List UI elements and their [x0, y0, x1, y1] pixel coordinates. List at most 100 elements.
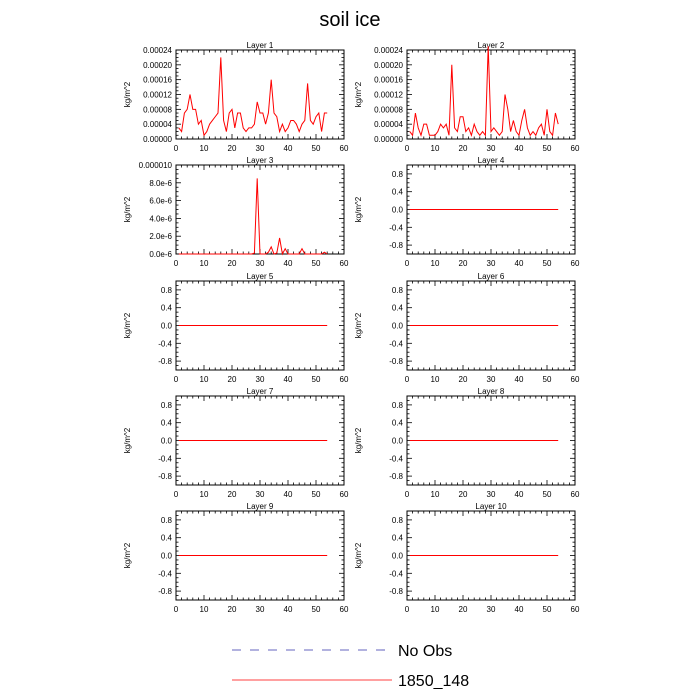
- y-tick-label: 0.0: [392, 552, 404, 561]
- panel-layer-9: Layer 9 kg/m^2 0 10 20 30 40 50 60 -0.8 -0.4 0.0 0.4…: [123, 502, 349, 614]
- x-tick-label: 50: [312, 144, 321, 153]
- y-tick-label: 8.0e-6: [149, 179, 172, 188]
- y-tick-label: 0.00016: [143, 76, 172, 85]
- x-tick-label: 10: [200, 144, 209, 153]
- y-tick-label: 0.4: [161, 419, 173, 428]
- plot-frame: [175, 49, 345, 140]
- x-tick-label: 40: [284, 259, 293, 268]
- y-axis-label: kg/m^2: [354, 196, 363, 222]
- x-tick-label: 0: [174, 490, 179, 499]
- x-tick-label: 50: [543, 259, 552, 268]
- panel-title: Layer 5: [247, 272, 274, 281]
- x-tick-label: 60: [571, 144, 580, 153]
- y-tick-label: 0.00000: [374, 135, 403, 144]
- x-tick-label: 50: [543, 144, 552, 153]
- y-tick-label: -0.4: [158, 339, 172, 348]
- x-tick-label: 30: [256, 605, 265, 614]
- panel-title: Layer 7: [247, 387, 274, 396]
- y-tick-label: -0.8: [389, 357, 403, 366]
- y-axis-label: kg/m^2: [123, 81, 132, 107]
- y-tick-label: 0.8: [161, 401, 173, 410]
- x-tick-label: 40: [284, 375, 293, 384]
- x-tick-label: 50: [543, 375, 552, 384]
- x-tick-label: 10: [200, 259, 209, 268]
- x-tick-label: 40: [515, 605, 524, 614]
- x-tick-label: 50: [543, 605, 552, 614]
- x-tick-label: 60: [340, 605, 349, 614]
- panel-layer-3: Layer 3 kg/m^2 0 10 20 30 40 50 60 0.0e-6 2.0e-6 4.…: [123, 156, 349, 268]
- y-axis-label: kg/m^2: [123, 312, 132, 338]
- x-tick-label: 10: [200, 375, 209, 384]
- x-tick-label: 0: [405, 605, 410, 614]
- x-tick-label: 20: [228, 144, 237, 153]
- y-tick-label: -0.4: [389, 339, 403, 348]
- y-tick-label: 0.00004: [374, 120, 403, 129]
- y-tick-label: 0.0: [392, 437, 404, 446]
- y-tick-label: 0.4: [392, 419, 404, 428]
- panel-layer-6: Layer 6 kg/m^2 0 10 20 30 40 50 60 -0.8 -0.4 0.0 0.4…: [354, 272, 580, 384]
- x-tick-label: 10: [200, 605, 209, 614]
- y-tick-label: -0.8: [389, 241, 403, 250]
- y-tick-label: 0.00020: [374, 61, 403, 70]
- y-tick-label: 0.4: [392, 188, 404, 197]
- x-tick-label: 40: [515, 490, 524, 499]
- x-tick-label: 0: [174, 144, 179, 153]
- x-tick-label: 20: [228, 259, 237, 268]
- y-tick-label: 0.00024: [143, 46, 172, 55]
- panel-title: Layer 4: [478, 156, 505, 165]
- x-tick-label: 20: [459, 490, 468, 499]
- x-tick-label: 20: [228, 605, 237, 614]
- y-tick-label: 0.00024: [374, 46, 403, 55]
- x-tick-label: 20: [459, 605, 468, 614]
- y-tick-label: 0.00020: [143, 61, 172, 70]
- x-tick-label: 30: [256, 375, 265, 384]
- y-tick-label: -0.8: [389, 587, 403, 596]
- y-axis-label: kg/m^2: [354, 81, 363, 107]
- y-tick-label: 0.0: [161, 552, 173, 561]
- panel-title: Layer 6: [478, 272, 505, 281]
- panel-title: Layer 9: [247, 502, 274, 511]
- x-tick-label: 0: [405, 375, 410, 384]
- x-tick-label: 20: [459, 144, 468, 153]
- x-tick-label: 60: [571, 605, 580, 614]
- y-tick-label: 0.000010: [139, 161, 173, 170]
- y-tick-label: -0.4: [389, 569, 403, 578]
- x-tick-label: 50: [543, 490, 552, 499]
- x-tick-label: 50: [312, 375, 321, 384]
- y-tick-label: 0.00008: [374, 105, 403, 114]
- y-tick-label: -0.8: [158, 472, 172, 481]
- series-line: [178, 178, 328, 256]
- x-tick-label: 30: [487, 259, 496, 268]
- x-tick-label: 0: [174, 259, 179, 268]
- y-tick-label: -0.4: [389, 454, 403, 463]
- legend-label: 1850_148: [398, 673, 469, 690]
- y-tick-label: -0.4: [158, 569, 172, 578]
- panel-title: Layer 1: [247, 41, 274, 50]
- x-tick-label: 0: [174, 605, 179, 614]
- y-tick-label: 0.00000: [143, 135, 172, 144]
- y-tick-label: 0.8: [161, 286, 173, 295]
- x-tick-label: 60: [571, 259, 580, 268]
- y-tick-label: 0.8: [392, 516, 404, 525]
- x-tick-label: 10: [431, 605, 440, 614]
- x-tick-label: 50: [312, 259, 321, 268]
- panel-layer-2: Layer 2 kg/m^2 0 10 20 30 40 50 60 0.00000 0.00004…: [354, 41, 580, 153]
- y-tick-label: 0.00016: [374, 76, 403, 85]
- panel-title: Layer 10: [475, 502, 507, 511]
- x-tick-label: 20: [228, 375, 237, 384]
- figure-title: soil ice: [319, 9, 381, 31]
- y-tick-label: -0.8: [158, 587, 172, 596]
- y-tick-label: 2.0e-6: [149, 232, 172, 241]
- legend: No Obs 1850_148: [232, 643, 469, 690]
- y-tick-label: -0.8: [158, 357, 172, 366]
- x-tick-label: 40: [284, 144, 293, 153]
- y-tick-label: 0.0: [161, 322, 173, 331]
- panel-layer-1: Layer 1 kg/m^2 0 10 20 30 40 50 60 0.00000 0.00004…: [123, 41, 349, 153]
- panel-title: Layer 3: [247, 156, 274, 165]
- x-tick-label: 40: [284, 605, 293, 614]
- series-line: [409, 46, 559, 137]
- y-tick-label: 0.4: [161, 304, 173, 313]
- y-tick-label: 0.0: [392, 322, 404, 331]
- x-tick-label: 60: [340, 144, 349, 153]
- x-tick-label: 30: [487, 144, 496, 153]
